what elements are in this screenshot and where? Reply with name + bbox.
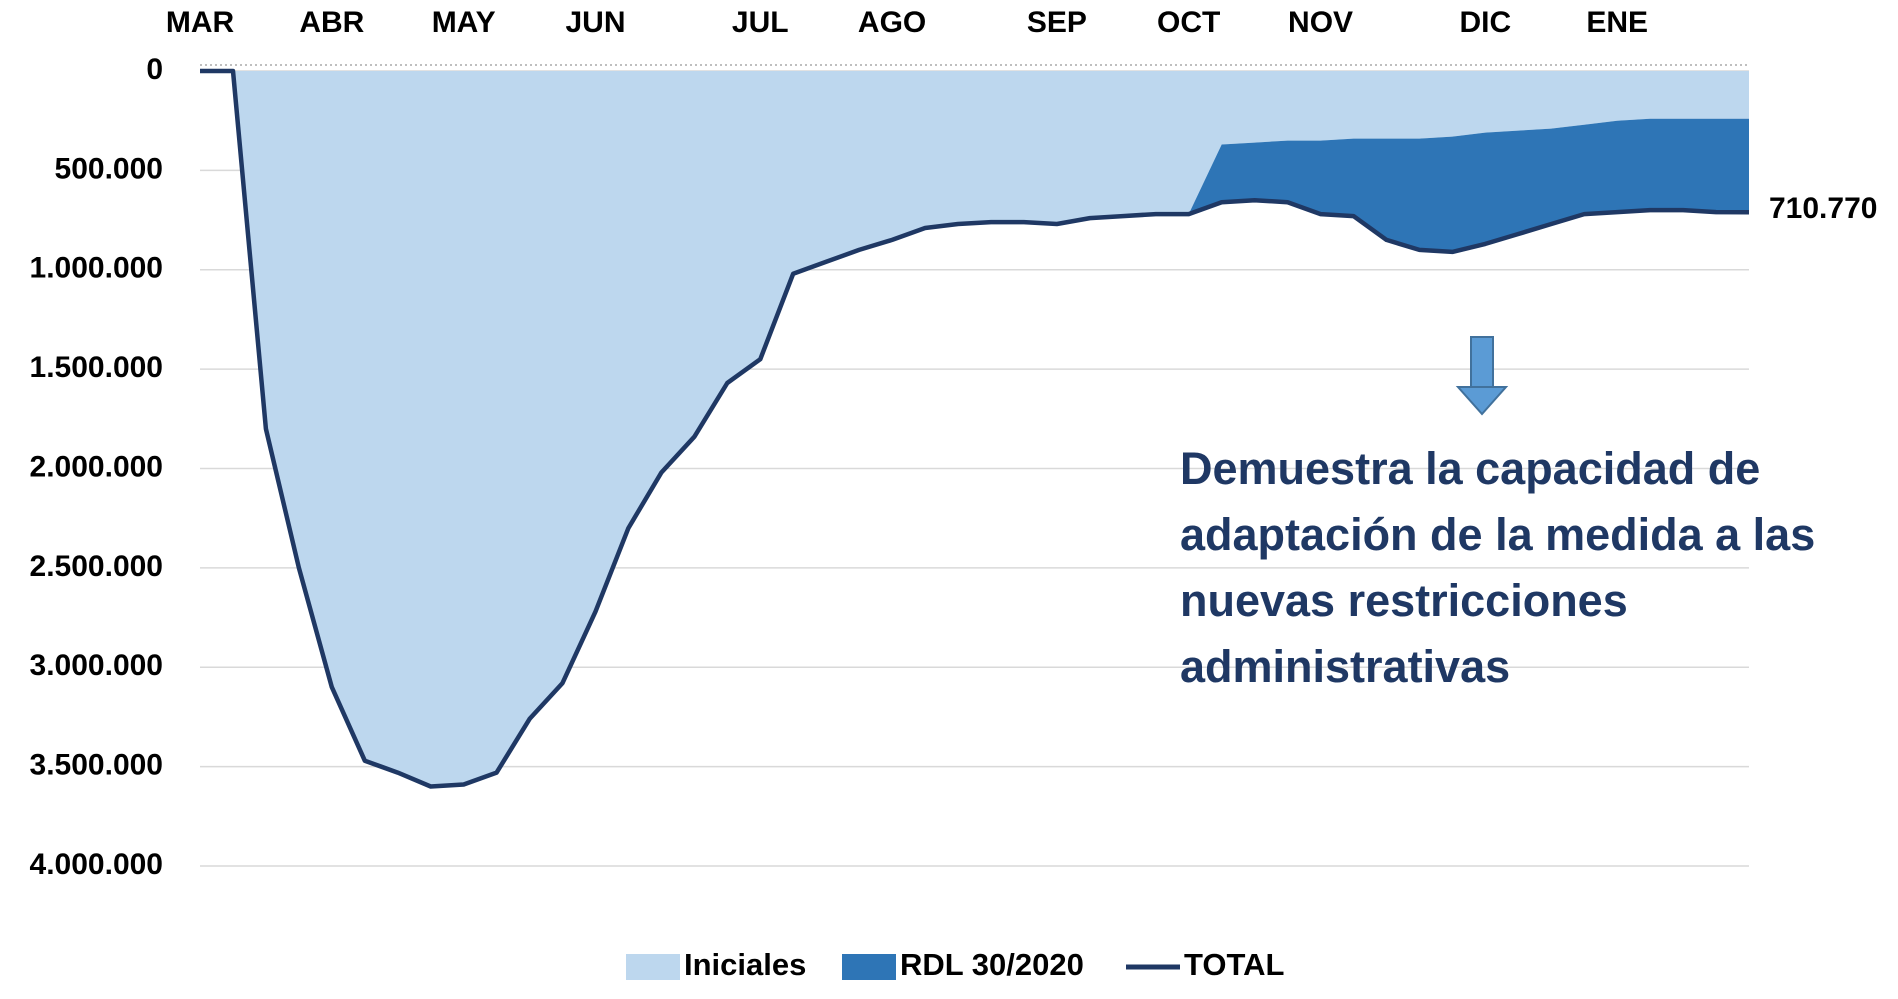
legend-swatch (626, 954, 680, 980)
y-tick-label: 2.000.000 (30, 450, 163, 483)
annotation: adaptación de la medida a las (1180, 509, 1815, 560)
y-tick-label: 2.500.000 (30, 550, 163, 583)
y-tick-label: 1.000.000 (30, 252, 163, 285)
legend-label: TOTAL (1184, 947, 1284, 982)
x-tick-label: ABR (299, 6, 364, 39)
y-tick-label: 3.500.000 (30, 749, 163, 782)
x-tick-label: NOV (1288, 6, 1353, 39)
x-tick-label: JUL (732, 6, 789, 39)
x-tick-label: AGO (858, 6, 926, 39)
y-tick-label: 4.000.000 (30, 848, 163, 881)
value-label: 710.770 (1769, 192, 1877, 225)
y-tick-label: 0 (146, 53, 163, 86)
annotation: nuevas restricciones (1180, 575, 1628, 626)
x-tick-label: MAY (432, 6, 496, 39)
annotation: Demuestra la capacidad de (1180, 443, 1760, 494)
arrow (1455, 336, 1509, 416)
x-tick-label: ENE (1586, 6, 1648, 39)
y-tick-label: 500.000 (55, 152, 163, 185)
x-tick-label: SEP (1027, 6, 1087, 39)
x-tick-label: JUN (565, 6, 625, 39)
legend-swatch (842, 954, 896, 980)
annotation: administrativas (1180, 641, 1510, 692)
legend-label: RDL 30/2020 (900, 947, 1084, 982)
legend-label: Iniciales (684, 947, 806, 982)
area (200, 71, 1749, 787)
area (200, 71, 1749, 787)
x-tick-label: MAR (166, 6, 235, 39)
y-tick-label: 3.000.000 (30, 649, 163, 682)
x-tick-label: OCT (1157, 6, 1220, 39)
x-tick-label: DIC (1460, 6, 1512, 39)
total-line (200, 68, 1750, 789)
y-tick-label: 1.500.000 (30, 351, 163, 384)
